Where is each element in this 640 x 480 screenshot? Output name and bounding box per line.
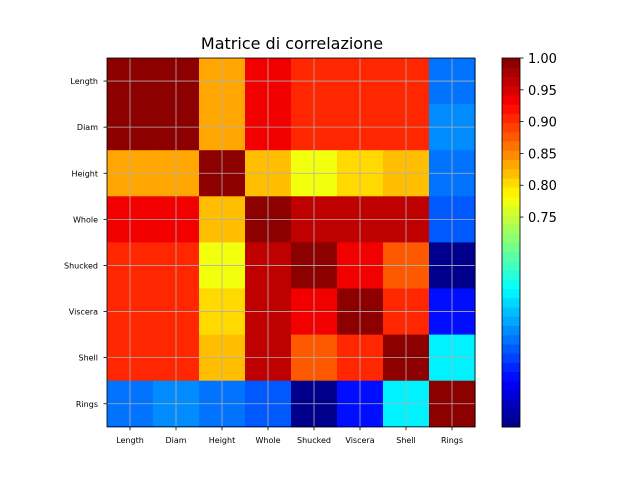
colorbar-segment <box>502 150 520 160</box>
colorbar-segment <box>502 297 520 308</box>
y-tick-label: Viscera <box>69 308 98 317</box>
colorbar-segment <box>502 371 520 382</box>
colorbar: 0.75 0.80 0.85 0.90 0.95 1.00 <box>501 52 557 428</box>
x-tick-label: Diam <box>165 436 186 445</box>
heatmap-gridlines <box>107 58 475 427</box>
colorbar-segment <box>502 251 520 262</box>
colorbar-segment <box>502 168 520 179</box>
heatmap-cells <box>107 58 476 428</box>
y-tick-label: Shucked <box>64 261 98 270</box>
colorbar-segment <box>502 316 520 327</box>
y-tick-label: Shell <box>78 354 98 363</box>
x-tick-label: Shell <box>396 436 416 445</box>
colorbar-tick-label: 0.85 <box>528 147 557 162</box>
colorbar-segment <box>502 417 520 428</box>
colorbar-segment <box>502 307 520 317</box>
colorbar-segment <box>502 187 520 197</box>
plot-frame <box>106 57 476 428</box>
colorbar-segment <box>502 353 520 363</box>
colorbar-frame <box>501 57 521 428</box>
y-tick-label: Rings <box>76 400 98 409</box>
colorbar-tick-label: 1.00 <box>528 52 557 67</box>
colorbar-segment <box>502 390 520 400</box>
colorbar-tick-label: 0.80 <box>528 179 557 194</box>
y-tick-label: Diam <box>77 123 98 132</box>
colorbar-segment <box>502 58 520 68</box>
colorbar-segment <box>502 131 520 142</box>
colorbar-segment <box>502 104 520 114</box>
colorbar-segment <box>502 159 520 170</box>
colorbar-segment <box>502 399 520 410</box>
colorbar-segment <box>502 122 520 133</box>
y-tick-label: Length <box>70 77 98 86</box>
colorbar-segment <box>502 242 520 253</box>
colorbar-segment <box>502 334 520 345</box>
colorbar-tick-label: 0.75 <box>528 211 557 226</box>
colorbar-segment <box>502 67 520 77</box>
colorbar-segment <box>502 325 520 336</box>
x-tick-label: Shucked <box>297 436 331 445</box>
colorbar-segment <box>502 76 520 87</box>
colorbar-segment <box>502 224 520 234</box>
colorbar-segment <box>502 141 520 151</box>
chart-title: Matrice di correlazione <box>201 34 383 53</box>
colorbar-segment <box>502 94 520 105</box>
y-axis-ticks: Length Diam Height Whole Shucked Viscera Shell… <box>64 77 107 409</box>
colorbar-segment <box>502 362 520 373</box>
x-axis-ticks: Length Diam Height Whole Shucked Viscera Shell… <box>116 426 463 445</box>
x-tick-label: Length <box>116 436 144 445</box>
x-tick-label: Whole <box>255 436 280 445</box>
colorbar-segment <box>502 113 520 124</box>
colorbar-segment <box>502 380 520 391</box>
y-tick-label: Whole <box>73 215 98 224</box>
colorbar-segment <box>502 260 520 271</box>
colorbar-tick-label: 0.90 <box>528 116 557 131</box>
y-tick-label: Height <box>72 169 98 178</box>
colorbar-segment <box>502 233 520 243</box>
colorbar-segment <box>502 270 520 280</box>
colorbar-segment <box>502 205 520 216</box>
colorbar-tick-label: 0.95 <box>528 84 557 99</box>
colorbar-segment <box>502 177 520 188</box>
colorbar-segment <box>502 85 520 96</box>
colorbar-segment <box>502 279 520 290</box>
colorbar-segment <box>502 214 520 225</box>
x-tick-label: Viscera <box>345 436 374 445</box>
colorbar-segment <box>502 196 520 207</box>
colorbar-segment <box>502 288 520 299</box>
x-tick-label: Height <box>209 436 235 445</box>
x-tick-label: Rings <box>441 436 463 445</box>
colorbar-segment <box>502 408 520 419</box>
colorbar-segment <box>502 343 520 354</box>
